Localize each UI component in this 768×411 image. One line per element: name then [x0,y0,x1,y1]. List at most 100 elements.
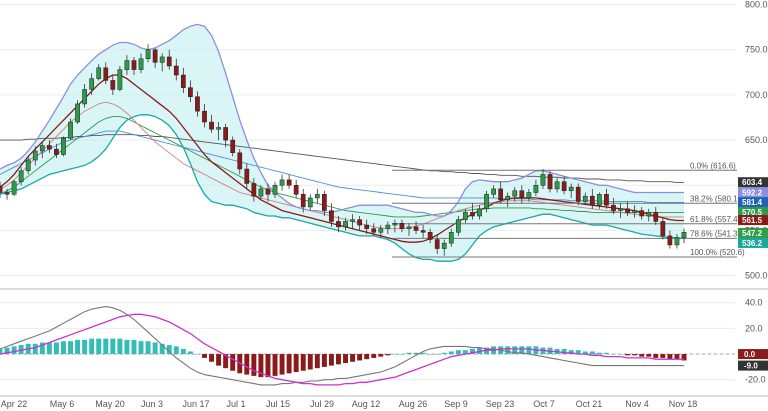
x-tick-label: Nov 18 [669,399,698,409]
candle-body [533,185,539,193]
candle-body [371,228,377,233]
candle-body [237,152,243,170]
histogram-bar [223,354,229,369]
histogram-bar [46,342,52,355]
histogram-bar [364,354,370,360]
price-tag-label: 592.2 [742,188,763,197]
candle-body [561,181,567,191]
candle-body [632,210,638,213]
candle-body [392,223,398,226]
candle-body [124,60,130,70]
x-tick-label: Apr 22 [1,399,28,409]
candle-body [244,168,250,184]
osc-tick-label: 40.0 [745,298,763,308]
histogram-bar [293,354,299,373]
candle-body [568,186,574,191]
x-tick-label: Sep 23 [486,399,515,409]
histogram-bar [300,354,306,371]
candle-body [173,65,179,76]
candle-body [188,87,193,97]
histogram-bar [251,354,257,376]
histogram-bar [279,354,285,375]
histogram-bar [505,346,511,355]
candle-body [399,223,405,229]
candle-body [343,221,348,228]
price-tag [738,215,768,226]
price-tag [738,206,768,217]
candle-body [230,139,236,154]
x-tick-label: Oct 7 [533,399,555,409]
candle-body [89,78,95,90]
price-tick-label: 500.0 [745,271,768,281]
candle-body [25,159,31,172]
candle-body [209,121,214,130]
candle-body [103,67,109,81]
candle-body [618,208,623,211]
candle-body [131,60,137,70]
candle-body [582,195,588,202]
price-tag-label: 603.4 [742,178,763,187]
osc-tag-label: 0.0 [744,350,756,359]
candle-body [491,188,496,195]
price-tag [738,177,768,188]
histogram-bar [138,341,144,355]
price-tag-label: 570.5 [742,208,763,217]
candle-body [314,194,320,199]
candle-body [554,181,560,190]
candle-body [180,74,186,88]
candle-body [420,230,426,233]
histogram-bar [173,346,179,355]
osc-tag-label: -9.0 [744,362,758,371]
histogram-bar [462,350,468,355]
bollinger-band-fill [0,24,684,262]
candle-body [427,232,433,240]
candle-body [300,194,306,208]
histogram-bar [357,354,363,361]
histogram-bar [131,339,137,355]
osc-tag [738,360,768,371]
osc-tick-label: -20.0 [745,375,766,385]
candle-body [646,212,652,217]
price-tick-label: 650.0 [745,135,768,145]
histogram-bar [561,348,567,355]
candle-body [357,219,362,226]
histogram-bar [350,354,356,362]
candle-body [674,237,680,246]
histogram-bar [681,354,687,361]
histogram-bar [286,354,292,374]
histogram-bar [646,354,652,357]
histogram-bar [307,354,313,370]
candle-body [519,190,525,199]
histogram-bar [0,348,3,355]
candle-body [166,56,172,67]
candle-body [265,188,271,195]
candle-body [667,235,673,246]
candle-body [413,226,419,231]
histogram-bar [272,354,278,376]
macd-line [0,306,684,386]
histogram-bar [258,354,264,378]
histogram-bar [159,343,165,355]
histogram-bar [194,354,200,355]
candle-body [329,210,334,222]
candle-body [202,110,207,123]
x-tick-label: Aug 26 [399,399,428,409]
bollinger-upper-line [0,23,684,217]
histogram-bar [187,351,193,355]
candle-body [216,127,221,130]
candle-body [406,226,412,229]
candle-body [145,49,151,60]
histogram-bar [653,354,659,358]
histogram-bar [392,354,398,355]
x-tick-label: Jun 17 [182,399,209,409]
histogram-bar [568,350,574,355]
candle-body [293,185,299,195]
candle-body [32,150,38,161]
candle-body [484,194,489,210]
candle-body [46,145,52,150]
candle-body [477,208,482,217]
price-tag-label: 561.5 [742,216,763,225]
candle-body [258,188,264,197]
